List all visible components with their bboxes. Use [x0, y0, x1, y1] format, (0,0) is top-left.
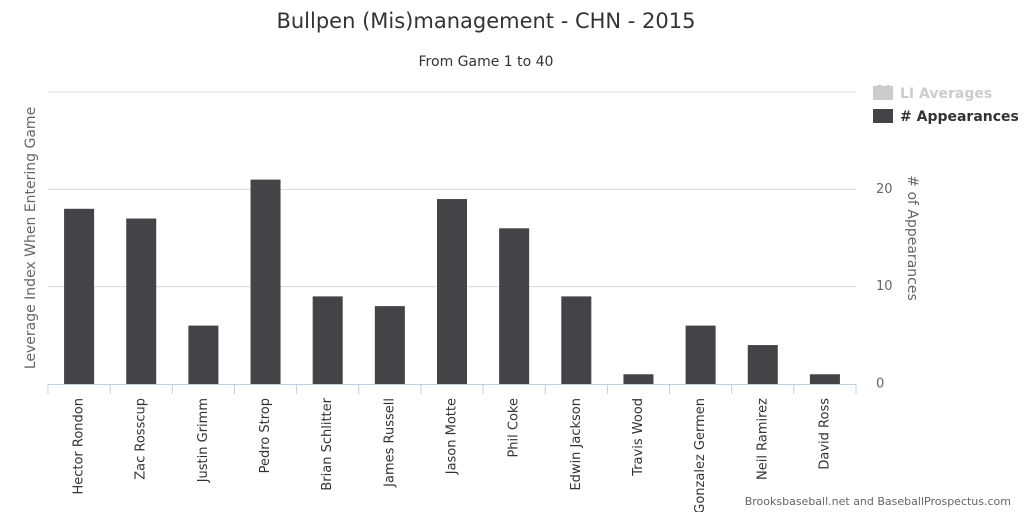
legend-swatch [873, 109, 893, 123]
x-tick-label: Pedro Strop [258, 398, 273, 473]
y2-tick-label: 0 [876, 377, 884, 392]
y2-tick-label: 20 [876, 182, 893, 197]
credits: Brooksbaseball.net and BaseballProspectu… [745, 495, 1011, 508]
chart-title: Bullpen (Mis)management - CHN - 2015 [276, 9, 695, 33]
bar [561, 296, 592, 384]
y-axis-label: Leverage Index When Entering Game [23, 107, 39, 369]
x-tick-label: James Russell [382, 398, 397, 488]
x-tick-label: Jason Motte [445, 398, 460, 475]
bar [64, 208, 95, 384]
x-tick-label: Phil Coke [507, 398, 522, 458]
bar [312, 296, 343, 384]
x-tick-label: Travis Wood [631, 398, 646, 477]
x-tick-label: Hector Rondon [72, 398, 87, 495]
x-tick-label: David Ross [817, 398, 832, 470]
bar [623, 374, 654, 384]
legend-label: LI Averages [900, 86, 992, 102]
bar [809, 374, 840, 384]
chart-subtitle: From Game 1 to 40 [419, 54, 554, 70]
x-tick-label: Edwin Jackson [569, 398, 584, 491]
x-tick-label: Zac Rosscup [134, 398, 149, 480]
bar [437, 199, 467, 384]
bar [499, 228, 530, 384]
bar [126, 218, 157, 384]
y2-axis-label: # of Appearances [904, 175, 920, 300]
bar [747, 345, 778, 384]
x-tick-label: Justin Grimm [196, 398, 211, 483]
y2-tick-label: 10 [876, 279, 893, 294]
x-tick-label: Neil Ramirez [755, 398, 770, 480]
bar [188, 325, 219, 384]
legend-label: # Appearances [900, 109, 1019, 125]
bar [374, 306, 405, 384]
bar [250, 179, 281, 384]
bar [685, 325, 716, 384]
x-tick-label: Gonzalez Germen [693, 398, 708, 512]
legend-swatch [873, 86, 893, 100]
x-tick-label: Brian Schlitter [320, 397, 335, 490]
